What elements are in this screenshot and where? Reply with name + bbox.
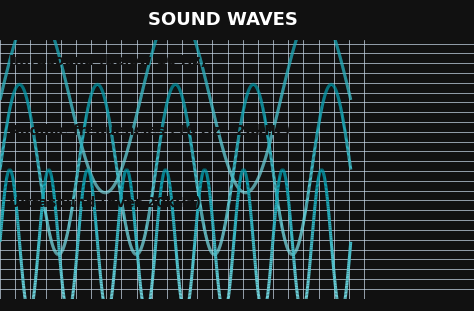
Text: Infrasound (below 16 Hz): Infrasound (below 16 Hz) — [9, 54, 207, 68]
Text: Audible frequencies (16 Hz - 20kHz): Audible frequencies (16 Hz - 20kHz) — [9, 124, 291, 138]
Text: Ultrasound (over 20kHz): Ultrasound (over 20kHz) — [9, 196, 201, 210]
Text: SOUND WAVES: SOUND WAVES — [148, 11, 298, 29]
